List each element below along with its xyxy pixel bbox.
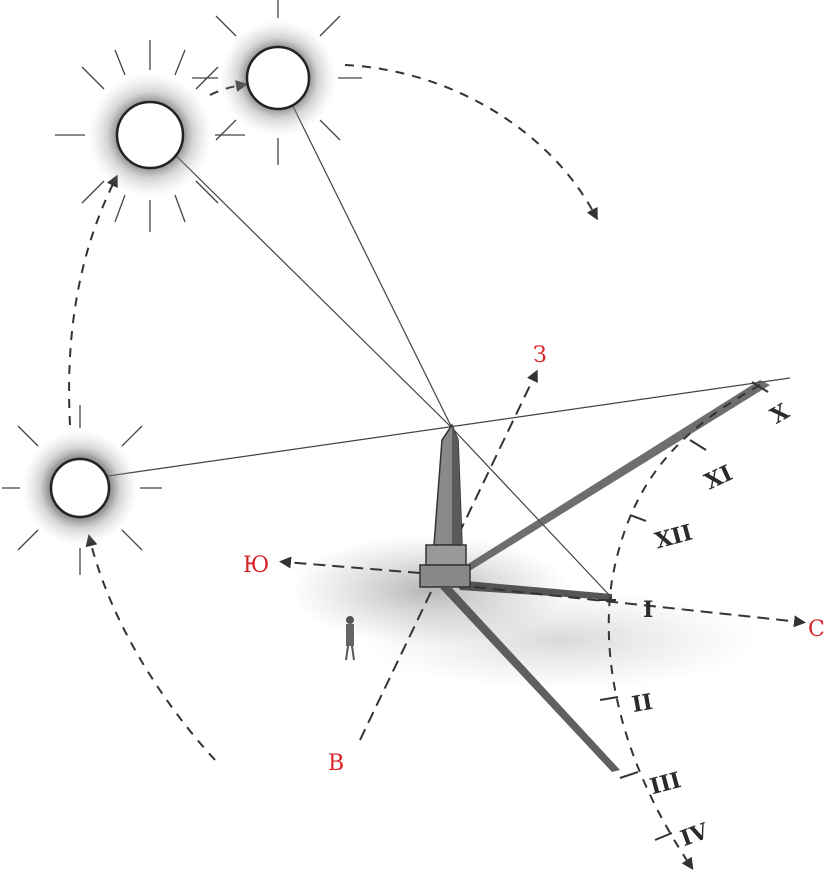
sun-path-set: [344, 64, 598, 221]
hour-label: II: [630, 689, 655, 718]
obelisk-icon: [419, 423, 471, 588]
person-icon: [345, 616, 355, 661]
sun-path-rise: [85, 534, 216, 761]
hour-label: XI: [701, 460, 737, 495]
ray-noon: [279, 79, 453, 429]
direction-label-north: С: [808, 617, 825, 642]
shadow-iii: [440, 588, 620, 772]
hour-ticks: [598, 381, 769, 841]
ground-shade-right: [360, 590, 760, 690]
direction-label-west: З: [533, 343, 547, 368]
axis-south: [279, 556, 421, 574]
sun-rays: [79, 79, 791, 599]
sun-icon: [55, 40, 245, 232]
hour-label: III: [647, 767, 684, 800]
hour-label: I: [643, 597, 653, 623]
sun-icon: [192, 0, 362, 165]
direction-label-south: Ю: [243, 553, 269, 578]
shadow-i: [455, 580, 612, 600]
axis-east-west: [359, 369, 538, 741]
sun-icon: [2, 405, 162, 575]
shadow-x: [455, 380, 770, 580]
sun-path-morning: [68, 174, 118, 426]
obelisk-shadows: [440, 380, 770, 772]
sun-path-noon: [209, 80, 248, 96]
axis-north: [454, 584, 806, 628]
hour-label: XII: [652, 520, 695, 555]
hour-label: X: [766, 398, 795, 430]
direction-label-east: В: [328, 751, 344, 776]
compass-axes: [279, 369, 806, 741]
ray-projection: [451, 427, 613, 599]
hour-label: IV: [677, 818, 712, 852]
ray-early: [79, 377, 791, 481]
ray-morning: [149, 129, 453, 429]
shadow-tip-path: [607, 384, 761, 870]
sun-path: [68, 64, 598, 761]
